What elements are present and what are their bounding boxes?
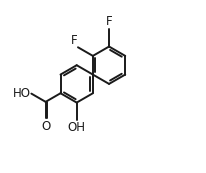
Text: O: O (41, 120, 50, 133)
Text: F: F (70, 34, 77, 47)
Text: F: F (105, 15, 112, 28)
Text: HO: HO (13, 87, 31, 100)
Text: OH: OH (67, 121, 85, 134)
